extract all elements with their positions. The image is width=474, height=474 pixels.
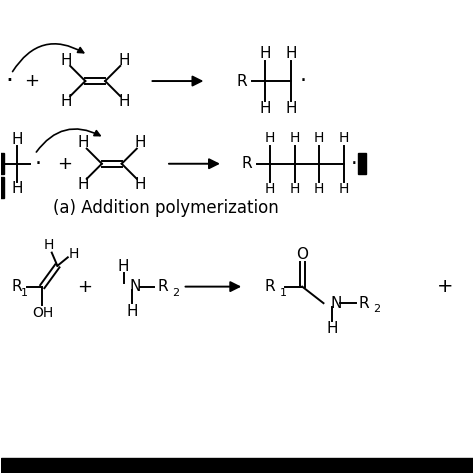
Text: R: R — [237, 73, 247, 89]
Text: 1: 1 — [280, 288, 287, 298]
Bar — [0, 154, 4, 174]
Text: R: R — [157, 279, 168, 294]
Text: R: R — [11, 279, 22, 294]
Text: OH: OH — [33, 306, 54, 320]
Text: 2: 2 — [373, 304, 380, 314]
Text: ·: · — [300, 71, 306, 91]
Text: H: H — [265, 131, 275, 145]
Text: H: H — [11, 132, 23, 146]
Text: 2: 2 — [172, 288, 179, 298]
Text: H: H — [260, 101, 271, 116]
Text: H: H — [77, 136, 89, 150]
Text: N: N — [129, 279, 141, 294]
Bar — [0, 458, 474, 474]
Text: (a) Addition polymerization: (a) Addition polymerization — [53, 199, 279, 217]
Text: H: H — [11, 181, 23, 196]
Text: H: H — [135, 136, 146, 150]
Bar — [358, 154, 365, 174]
Text: +: + — [57, 155, 72, 173]
Text: +: + — [24, 72, 39, 90]
Text: H: H — [127, 304, 138, 319]
Text: +: + — [77, 278, 92, 296]
Text: H: H — [326, 321, 338, 336]
Text: +: + — [437, 277, 453, 296]
Text: ·: · — [35, 154, 42, 174]
Text: H: H — [260, 46, 271, 61]
Text: R: R — [241, 156, 252, 171]
Text: R: R — [265, 279, 275, 294]
Text: 1: 1 — [20, 288, 27, 298]
FancyArrowPatch shape — [36, 129, 100, 152]
Text: H: H — [69, 247, 79, 262]
Text: H: H — [61, 53, 72, 68]
Text: H: H — [118, 53, 130, 68]
Text: H: H — [314, 131, 324, 145]
Text: ·: · — [350, 154, 357, 174]
Text: H: H — [265, 182, 275, 196]
Text: H: H — [286, 101, 297, 116]
FancyArrowPatch shape — [12, 44, 83, 72]
Text: ·: · — [5, 69, 13, 93]
Text: N: N — [330, 296, 342, 310]
Text: H: H — [44, 238, 54, 252]
Text: H: H — [118, 94, 130, 109]
Text: H: H — [314, 182, 324, 196]
Text: H: H — [290, 182, 300, 196]
Text: O: O — [296, 247, 308, 262]
Text: H: H — [286, 46, 297, 61]
Text: H: H — [338, 182, 349, 196]
Text: H: H — [77, 177, 89, 192]
Bar — [0, 177, 4, 198]
Text: H: H — [290, 131, 300, 145]
Text: H: H — [135, 177, 146, 192]
Text: H: H — [338, 131, 349, 145]
Text: R: R — [358, 296, 369, 310]
Text: H: H — [61, 94, 72, 109]
Text: H: H — [118, 259, 129, 274]
